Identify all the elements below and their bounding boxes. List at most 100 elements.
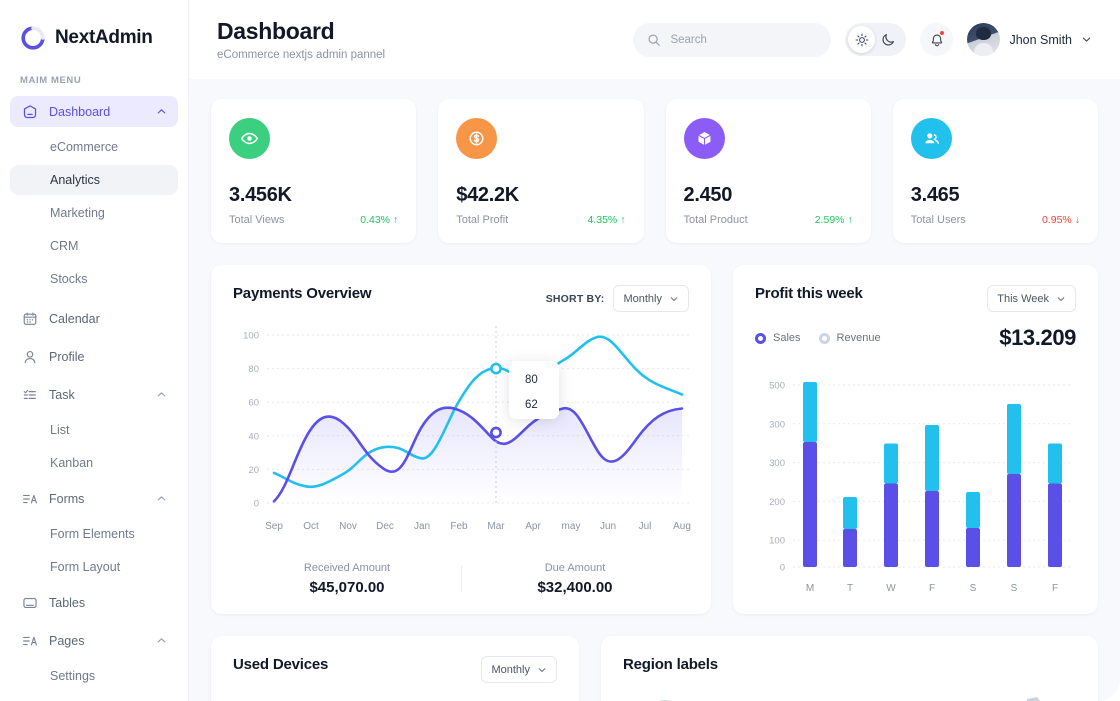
chart-y-axis: 100 80 60 40 20 0 bbox=[243, 331, 259, 510]
sidebar: NextAdmin MAIM MENU Dashboard eCommerce … bbox=[0, 0, 189, 701]
svg-text:S: S bbox=[970, 583, 977, 594]
profit-this-week-card: Profit this week This Week Sa bbox=[733, 265, 1098, 614]
arrow-up-icon: ↑ bbox=[847, 214, 853, 226]
profit-title: Profit this week bbox=[755, 285, 863, 302]
legend-item-revenue[interactable]: Revenue bbox=[818, 332, 881, 344]
brand-name: NextAdmin bbox=[55, 27, 153, 48]
task-list-icon bbox=[21, 386, 38, 403]
legend-item-sales[interactable]: Sales bbox=[755, 332, 801, 344]
stat-delta: 2.59% ↑ bbox=[815, 214, 853, 226]
sun-icon[interactable] bbox=[848, 26, 876, 53]
sidebar-subitem-label: CRM bbox=[50, 239, 79, 253]
chevron-up-icon bbox=[156, 389, 167, 400]
region-usa-map[interactable]: WA ME bbox=[623, 695, 1076, 701]
radio-selected-icon bbox=[755, 332, 766, 344]
chevron-up-icon bbox=[156, 106, 167, 117]
chart-tooltip: 80 62 bbox=[509, 361, 559, 419]
tooltip-received-value: 80 bbox=[525, 374, 538, 386]
sidebar-item-calendar[interactable]: Calendar bbox=[10, 303, 178, 334]
payments-period-select[interactable]: Monthly bbox=[613, 285, 689, 312]
profit-legend-row: Sales Revenue $13.209 bbox=[755, 325, 1076, 351]
moon-icon[interactable] bbox=[875, 26, 902, 53]
received-marker bbox=[490, 362, 502, 375]
stat-card-total-views: 3.456K Total Views 0.43% ↑ bbox=[211, 99, 417, 243]
charts-row: Payments Overview SHORT BY: Monthly bbox=[211, 265, 1098, 614]
tables-icon bbox=[21, 594, 38, 611]
sidebar-item-label: Pages bbox=[49, 633, 85, 648]
sidebar-item-form-layout[interactable]: Form Layout bbox=[10, 552, 178, 582]
sidebar-item-marketing[interactable]: Marketing bbox=[10, 198, 178, 228]
sidebar-item-tables[interactable]: Tables bbox=[10, 587, 178, 618]
page-subtitle: eCommerce nextjs admin pannel bbox=[217, 48, 386, 61]
devices-period-select[interactable]: Monthly bbox=[481, 656, 557, 683]
map-states bbox=[659, 697, 1041, 701]
sidebar-item-list[interactable]: List bbox=[10, 415, 178, 445]
sidebar-item-task[interactable]: Task bbox=[10, 379, 178, 410]
due-amount-block: Due Amount $32,400.00 bbox=[461, 562, 689, 596]
theme-toggle[interactable] bbox=[845, 23, 907, 56]
sidebar-subitem-label: Analytics bbox=[50, 173, 101, 187]
payments-overview-card: Payments Overview SHORT BY: Monthly bbox=[211, 265, 711, 614]
tooltip-due-value: 62 bbox=[525, 399, 538, 411]
sort-label: SHORT BY: bbox=[545, 292, 605, 305]
bell-icon bbox=[929, 32, 945, 48]
sidebar-item-form-elements[interactable]: Form Elements bbox=[10, 519, 178, 549]
bar-stack-sales bbox=[884, 483, 898, 567]
sidebar-item-file-manager[interactable]: File Manager bbox=[10, 694, 178, 701]
profit-amount: $13.209 bbox=[999, 325, 1076, 350]
sidebar-item-settings[interactable]: Settings bbox=[10, 661, 178, 691]
search-icon bbox=[647, 33, 661, 47]
svg-text:60: 60 bbox=[248, 398, 259, 409]
topbar-actions: Jhon Smith bbox=[633, 22, 1092, 57]
page-title: Dashboard bbox=[217, 18, 335, 45]
topbar: Dashboard eCommerce nextjs admin pannel bbox=[189, 0, 1120, 79]
user-menu[interactable]: Jhon Smith bbox=[967, 23, 1092, 56]
svg-text:300: 300 bbox=[769, 458, 785, 469]
page-head: Dashboard eCommerce nextjs admin pannel bbox=[217, 18, 633, 60]
sidebar-item-profile[interactable]: Profile bbox=[10, 341, 178, 372]
svg-text:Jun: Jun bbox=[600, 521, 616, 532]
arrow-up-icon: ↑ bbox=[393, 214, 399, 226]
stat-delta: 0.43% ↑ bbox=[360, 214, 398, 226]
stat-card-total-product: 2.450 Total Product 2.59% ↑ bbox=[665, 99, 871, 243]
stat-value: $42.2K bbox=[456, 184, 519, 206]
svg-text:may: may bbox=[562, 521, 581, 532]
svg-text:100: 100 bbox=[243, 331, 259, 342]
sidebar-item-pages[interactable]: Pages bbox=[10, 625, 178, 656]
svg-text:500: 500 bbox=[769, 381, 785, 392]
svg-text:T: T bbox=[847, 583, 853, 594]
sidebar-item-stocks[interactable]: Stocks bbox=[10, 264, 178, 294]
payments-sort-control: SHORT BY: Monthly bbox=[546, 285, 689, 312]
sidebar-item-forms[interactable]: Forms bbox=[10, 483, 178, 514]
bar-stack-sales bbox=[1048, 483, 1062, 567]
dashboard-content: 3.456K Total Views 0.43% ↑ $42.2K bbox=[189, 79, 1120, 701]
sidebar-section-label: MAIM MENU bbox=[20, 75, 82, 86]
search-input[interactable] bbox=[670, 33, 825, 46]
profit-card-header: Profit this week This Week bbox=[755, 285, 1076, 312]
notifications-button[interactable] bbox=[920, 23, 954, 56]
bar-chart-bars bbox=[803, 382, 1062, 567]
profit-period-select[interactable]: This Week bbox=[987, 285, 1076, 312]
bar-stack-sales bbox=[1007, 474, 1021, 567]
sidebar-item-kanban[interactable]: Kanban bbox=[10, 448, 178, 478]
user-name: Jhon Smith bbox=[1009, 32, 1072, 47]
search-box[interactable] bbox=[633, 22, 832, 57]
sidebar-subitem-label: Settings bbox=[50, 669, 96, 683]
stat-delta-value: 0.95% bbox=[1041, 214, 1072, 226]
sidebar-item-analytics[interactable]: Analytics bbox=[10, 165, 178, 195]
sidebar-item-dashboard[interactable]: Dashboard bbox=[10, 96, 178, 127]
svg-text:80: 80 bbox=[248, 364, 259, 375]
sidebar-item-ecommerce[interactable]: eCommerce bbox=[10, 132, 178, 162]
brand-logo[interactable]: NextAdmin bbox=[10, 0, 178, 51]
svg-text:100: 100 bbox=[769, 536, 785, 547]
stat-delta-value: 0.43% bbox=[360, 214, 390, 226]
sidebar-subitem-label: eCommerce bbox=[50, 140, 119, 154]
sidebar-item-crm[interactable]: CRM bbox=[10, 231, 178, 261]
sidebar-item-label: Tables bbox=[49, 595, 86, 610]
bar-stack-revenue bbox=[1048, 443, 1062, 484]
payments-period-value: Monthly bbox=[623, 292, 662, 305]
svg-text:Jul: Jul bbox=[639, 521, 652, 532]
stat-delta: 4.35% ↑ bbox=[587, 214, 625, 226]
legend-label: Sales bbox=[773, 332, 801, 344]
